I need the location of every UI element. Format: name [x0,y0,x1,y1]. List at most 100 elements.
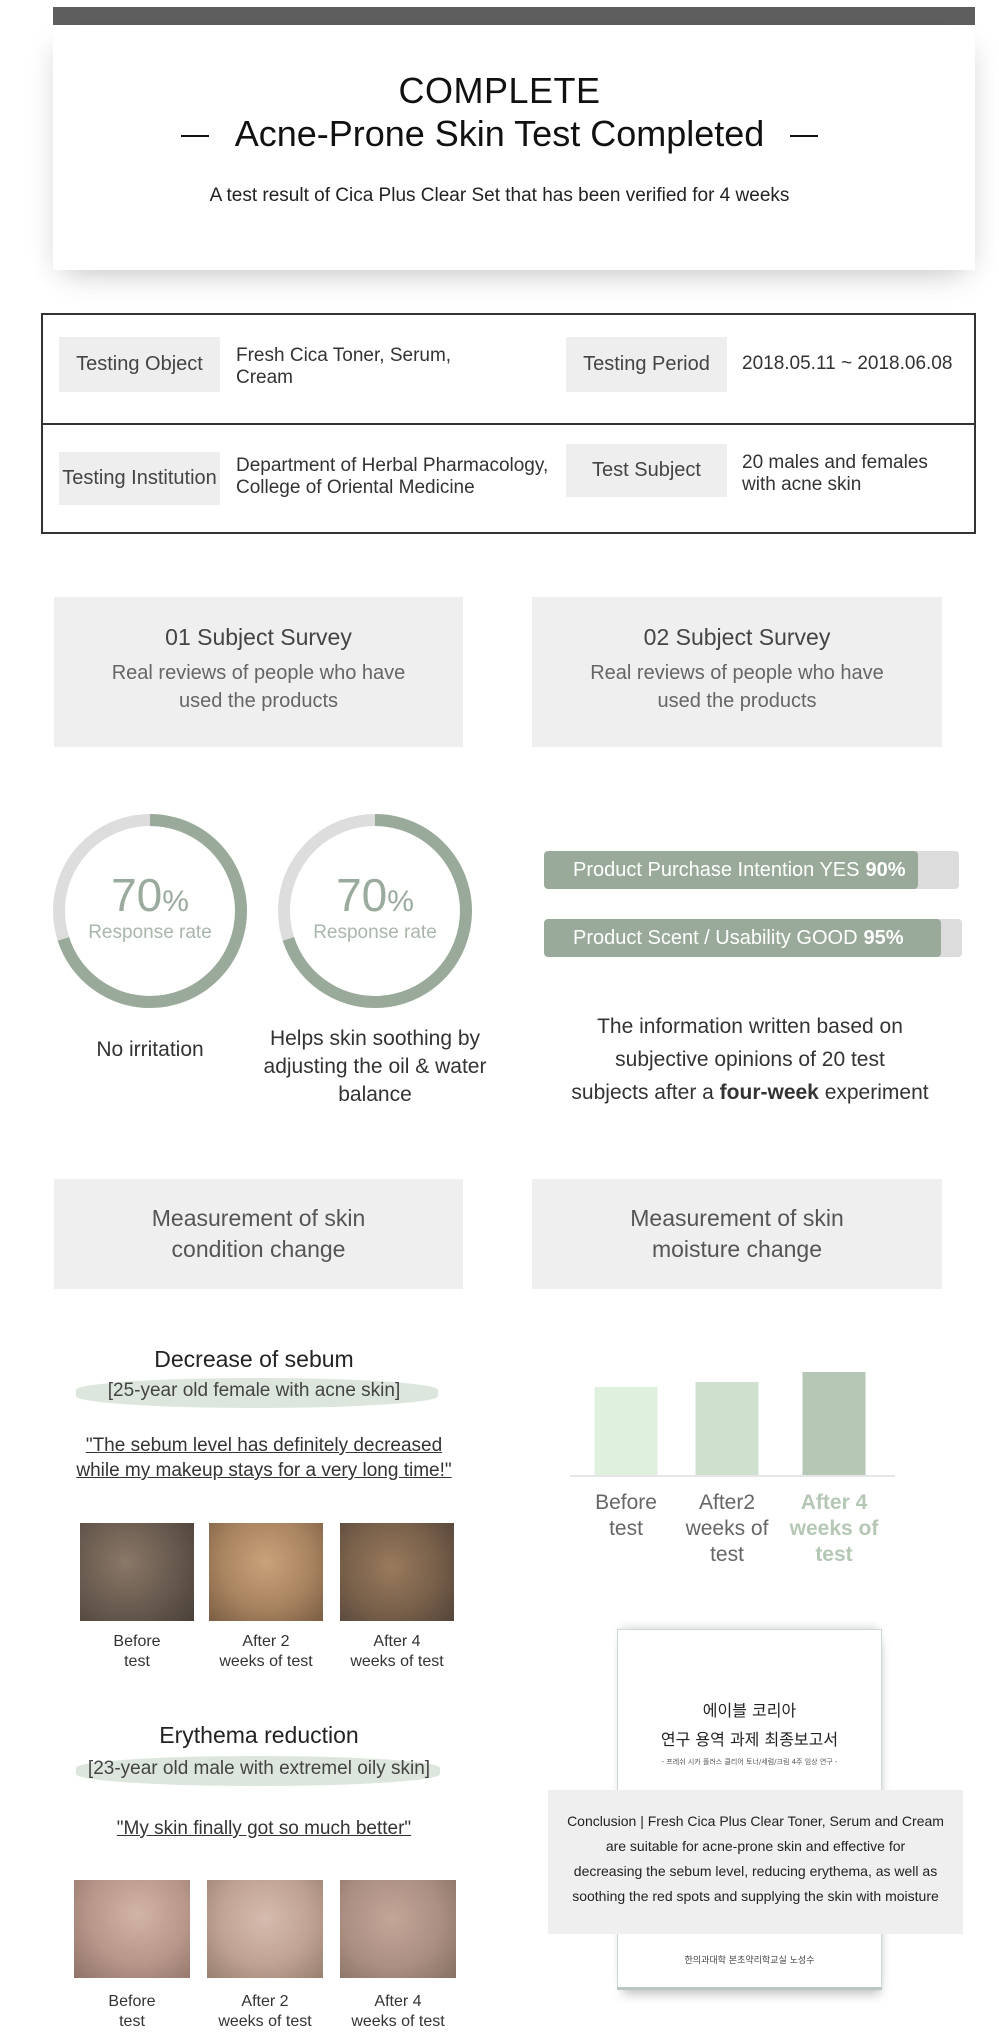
scent-usability-bar: Product Scent / Usability GOOD 95% [544,919,962,957]
tick-label-line: test [710,1543,744,1566]
scent-usability-label: Product Scent / Usability GOOD [573,926,858,949]
caption-line: weeks of test [219,1653,313,1670]
sebum-quote: "The sebum level has definitely decrease… [44,1433,484,1483]
testing-period-value: 2018.05.11 ~ 2018.06.08 [742,353,953,374]
measurement-title-line2: condition change [171,1236,346,1262]
conclusion-box: Conclusion | Fresh Cica Plus Clear Toner… [548,1790,963,1934]
survey-box-02: 02 Subject Survey Real reviews of people… [532,597,942,747]
donut-fill-arc [278,814,472,1008]
caption-line: After 2 [242,1633,290,1650]
sebum-photo-after2 [209,1523,323,1621]
purchase-intention-label: Product Purchase Intention YES [573,858,860,881]
scent-usability-value: 95% [863,926,904,949]
moisture-bar [594,1387,658,1475]
conclusion-line3: decreasing the sebum level, reducing ery… [573,1863,938,1879]
measurement-title-line1: Measurement of skin [630,1205,844,1231]
moisture-tick-label: After 4 weeks of test [779,1490,889,1568]
title-dash-left [180,135,209,138]
header-top-bar [53,7,975,25]
erythema-title: Erythema reduction [159,1722,359,1748]
testing-period-label: Testing Period [566,337,727,392]
caption-line: Before [113,1633,161,1650]
caption-line: weeks of test [351,2013,445,2030]
donut-2-caption-line: adjusting the oil & water [263,1055,487,1078]
purchase-intention-value: 90% [865,858,906,881]
erythema-photo-after4 [340,1880,456,1978]
donut-2-caption-line: balance [338,1083,412,1106]
tick-label-line: weeks of [789,1517,879,1540]
testing-object-label: Testing Object [59,337,220,392]
moisture-chart: Before test After2 weeks of test After 4 weeks… [570,1340,920,1570]
testing-object-value: Fresh Cica Toner, Serum, Cream [236,345,452,388]
erythema-caption-after2: After 2 weeks of test [208,1992,322,2032]
title-dash-right [790,135,819,138]
donut-2-percent: 70% [275,868,475,922]
info-note-prefix: subjects after a [571,1081,720,1104]
erythema-caption-after4: After 4 weeks of test [341,1992,455,2032]
report-bottom-line [617,1987,882,1990]
caption-line: test [119,2013,145,2030]
donut-fill-arc [53,814,247,1008]
survey-title: 02 Subject Survey [643,624,831,650]
erythema-caption-before: Before test [75,1992,189,2032]
test-subject-line2: with acne skin [742,474,862,495]
testing-institution-line1: Department of Herbal Pharmacology, [236,455,549,476]
report-kr-title2: 연구 용역 과제 최종보고서 [660,1730,839,1749]
sebum-quote-line2: while my makeup stays for a very long ti… [76,1460,452,1481]
donut-2-label: Response rate [313,922,437,943]
survey-desc-line2: used the products [657,690,817,712]
measurement-box-condition: Measurement of skin condition change [54,1179,463,1289]
sebum-caption-after4: After 4 weeks of test [340,1632,454,1672]
testing-institution-value: Department of Herbal Pharmacology, Colle… [236,455,556,499]
purchase-intention-bar: Product Purchase Intention YES 90% [544,851,959,889]
response-donut-2 [278,814,472,1008]
measurement-title-line1: Measurement of skin [151,1205,366,1231]
page-subtitle: A test result of Cica Plus Clear Set tha… [209,185,790,206]
purchase-intention-fill: Product Purchase Intention YES 90% [544,851,918,889]
conclusion-line1: Conclusion | Fresh Cica Plus Clear Toner… [567,1813,944,1829]
tick-label-line: weeks of [685,1517,769,1540]
survey-info-note: The information written based on subject… [560,1010,940,1109]
sebum-brush-highlight [76,1378,438,1408]
info-note-line3: subjects after a four-week experiment [560,1076,940,1109]
caption-line: Before [108,1993,156,2010]
donut-2-number: 70 [336,869,388,921]
page-title-text: Acne-Prone Skin Test Completed [234,113,765,154]
donut-2-caption: Helps skin soothing by adjusting the oil… [245,1025,505,1109]
tick-label-line: test [815,1543,853,1566]
erythema-quote: "My skin finally got so much better" [116,1818,412,1839]
info-note-line2: subjective opinions of 20 test [615,1048,885,1071]
response-donut-1 [53,814,247,1008]
sebum-photo-after4 [340,1523,454,1621]
info-note-suffix: experiment [818,1081,929,1104]
sebum-subject: [25-year old female with acne skin] [107,1380,401,1401]
caption-line: After 2 [241,1993,289,2010]
caption-line: After 4 [374,1993,422,2010]
donut-1-unit: % [162,885,189,918]
header-card [53,25,975,270]
sebum-quote-line1: "The sebum level has definitely decrease… [85,1435,443,1456]
testing-institution-line2: College of Oriental Medicine [236,477,475,498]
donut-1-number: 70 [111,869,163,921]
caption-line: After 4 [373,1633,421,1650]
info-table-divider [41,423,976,425]
tick-label-line: After 4 [800,1491,868,1514]
survey-box-01: 01 Subject Survey Real reviews of people… [54,597,463,747]
donut-2-text: 70% Response rate [275,868,475,944]
test-subject-line1: 20 males and females [742,452,928,473]
tick-label-line: Before [595,1491,657,1514]
moisture-bar [802,1372,866,1475]
scent-usability-fill: Product Scent / Usability GOOD 95% [544,919,942,957]
erythema-subject: [23-year old male with extremel oily ski… [87,1758,431,1779]
donut-1-caption-line: No irritation [96,1038,204,1061]
donut-2-caption-line: Helps skin soothing by [269,1027,481,1050]
info-note-line1: The information written based on [597,1015,903,1038]
report-kr-footer: 한의과대학 본초약리학교실 노성수 [684,1956,815,1966]
tick-label-line: test [609,1517,643,1540]
sebum-photo-before [80,1523,194,1621]
survey-desc-line1: Real reviews of people who have [111,662,406,684]
moisture-bar [695,1382,759,1475]
caption-line: weeks of test [350,1653,444,1670]
sebum-title: Decrease of sebum [154,1346,354,1372]
testing-institution-label: Testing Institution [59,452,220,505]
